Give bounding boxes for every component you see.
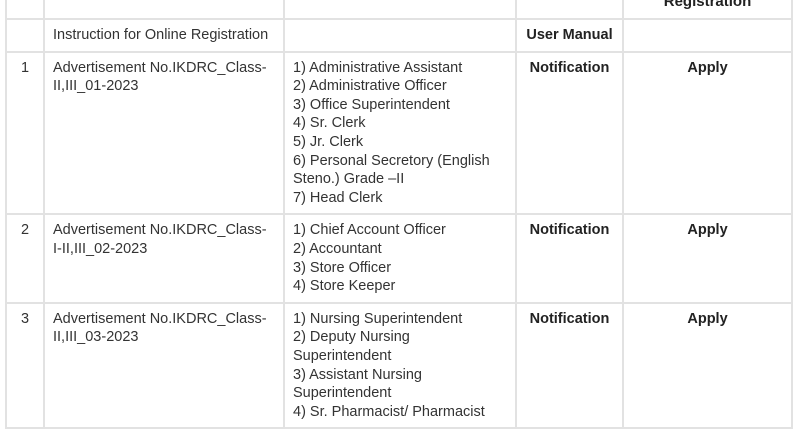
post-item: 7) Head Clerk xyxy=(293,189,383,206)
apply-link[interactable]: Apply xyxy=(687,310,728,327)
advertisement-title: Advertisement No.IKDRC_Class-I-II,III_02… xyxy=(43,213,285,304)
post-item: 3) Store Officer xyxy=(293,259,392,276)
serial-number: 3 xyxy=(5,301,45,430)
instruction-title: Instruction for Online Registration xyxy=(43,18,285,53)
recruitment-table: Registration Instruction for Online Regi… xyxy=(5,0,793,430)
post-list: 1) Chief Account Officer 2) Accountant 3) … xyxy=(283,213,517,304)
apply-link[interactable]: Apply xyxy=(687,59,728,76)
advertisement-title: Advertisement No.IKDRC_Class-II,III_03-2… xyxy=(43,301,285,430)
notification-link[interactable]: Notification xyxy=(529,222,610,239)
post-item: 1) Chief Account Officer xyxy=(293,222,446,239)
apply-link[interactable]: Apply xyxy=(687,222,728,239)
post-item: 2) Accountant xyxy=(293,240,382,257)
post-item: 4) Store Keeper xyxy=(293,278,396,295)
serial-number: 2 xyxy=(5,213,45,304)
post-list: 1) Nursing Superintendent 2) Deputy Nursi… xyxy=(283,301,517,430)
post-item: 1) Nursing Superintendent xyxy=(293,310,463,327)
post-item: 3) Office Superintendent xyxy=(293,96,450,113)
post-list: 1) Administrative Assistant 2) Administra… xyxy=(283,50,517,216)
post-item: 3) Assistant Nursing Superintendent xyxy=(293,366,422,402)
table-header-row: Registration xyxy=(5,0,793,20)
post-item: 5) Jr. Clerk xyxy=(293,133,364,150)
post-item: 2) Deputy Nursing Superintendent xyxy=(293,329,410,364)
post-item: 4) Sr. Pharmacist/ Pharmacist xyxy=(293,403,485,420)
table-row: 2 Advertisement No.IKDRC_Class-I-II,III_… xyxy=(5,213,793,304)
header-registration: Registration xyxy=(622,0,793,20)
serial-number: 1 xyxy=(5,50,45,216)
table-row: 1 Advertisement No.IKDRC_Class-II,III_01… xyxy=(5,50,793,216)
advertisement-title: Advertisement No.IKDRC_Class-II,III_01-2… xyxy=(43,50,285,216)
post-item: 4) Sr. Clerk xyxy=(293,115,366,132)
instruction-row: Instruction for Online Registration User… xyxy=(5,18,793,53)
notification-link[interactable]: Notification xyxy=(529,310,610,327)
table-row: 3 Advertisement No.IKDRC_Class-II,III_03… xyxy=(5,301,793,430)
post-item: 6) Personal Secretory (English Steno.) G… xyxy=(293,152,490,188)
user-manual-link[interactable]: User Manual xyxy=(526,27,613,43)
post-item: 2) Administrative Officer xyxy=(293,78,447,95)
notification-link[interactable]: Notification xyxy=(529,59,610,76)
post-item: 1) Administrative Assistant xyxy=(293,59,463,76)
